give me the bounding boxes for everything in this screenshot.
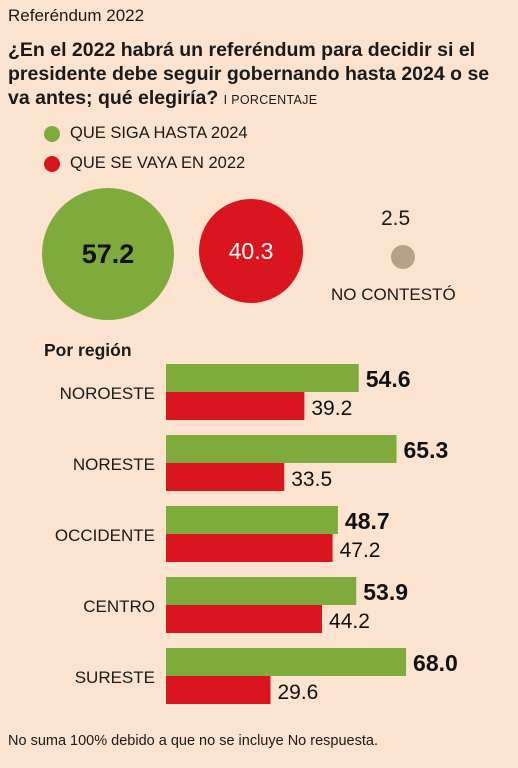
question-text: ¿En el 2022 habrá un referéndum para dec… xyxy=(8,39,490,109)
national-siga-bubble: 57.2 xyxy=(42,188,174,320)
bar-vaya xyxy=(166,605,323,633)
data-label-vaya: 44.2 xyxy=(329,610,370,633)
no-contesto-value: 2.5 xyxy=(381,207,411,230)
bar-siga xyxy=(166,577,357,605)
bar-siga xyxy=(166,648,407,676)
national-vaya-bubble: 40.3 xyxy=(199,199,303,303)
data-label-siga: 48.7 xyxy=(345,508,390,534)
no-contesto-bubble xyxy=(391,245,415,269)
question-title: ¿En el 2022 habrá un referéndum para dec… xyxy=(8,38,513,112)
data-label-vaya: 33.5 xyxy=(291,468,332,491)
data-label-siga: 54.6 xyxy=(366,366,411,392)
kicker: Referéndum 2022 xyxy=(8,6,145,25)
bar-vaya xyxy=(166,392,305,420)
category-label: SURESTE xyxy=(75,668,155,687)
data-label-vaya: 47.2 xyxy=(340,539,381,562)
category-label: CENTRO xyxy=(83,597,155,616)
legend-label: QUE SE VAYA EN 2022 xyxy=(70,154,246,172)
legend-item-siga: QUE SIGA HASTA 2024 xyxy=(44,124,248,143)
region-title: Por región xyxy=(44,340,132,360)
bar-vaya xyxy=(166,676,271,704)
bar-siga xyxy=(166,364,359,392)
legend-swatch-red xyxy=(44,155,60,172)
category-label: NORESTE xyxy=(73,455,155,474)
legend-swatch-green xyxy=(44,125,60,142)
category-label: OCCIDENTE xyxy=(55,526,155,545)
data-label-vaya: 39.2 xyxy=(311,397,352,420)
national-siga-value: 57.2 xyxy=(81,238,135,269)
bar-vaya xyxy=(166,463,285,491)
unit-label: I PORCENTAJE xyxy=(223,93,318,107)
data-label-siga: 65.3 xyxy=(404,437,449,463)
bar-vaya xyxy=(166,534,333,562)
legend-label: QUE SIGA HASTA 2024 xyxy=(70,124,248,142)
data-label-siga: 68.0 xyxy=(413,650,458,676)
no-contesto-label: NO CONTESTÓ xyxy=(331,285,456,304)
bar-siga xyxy=(166,506,338,534)
category-label: NOROESTE xyxy=(60,384,155,403)
data-label-siga: 53.9 xyxy=(363,579,408,605)
national-vaya-value: 40.3 xyxy=(228,237,274,264)
bar-siga xyxy=(166,435,397,463)
footnote: No suma 100% debido a que no se incluye … xyxy=(8,733,378,749)
data-label-vaya: 29.6 xyxy=(277,681,318,704)
legend-item-vaya: QUE SE VAYA EN 2022 xyxy=(44,154,245,173)
